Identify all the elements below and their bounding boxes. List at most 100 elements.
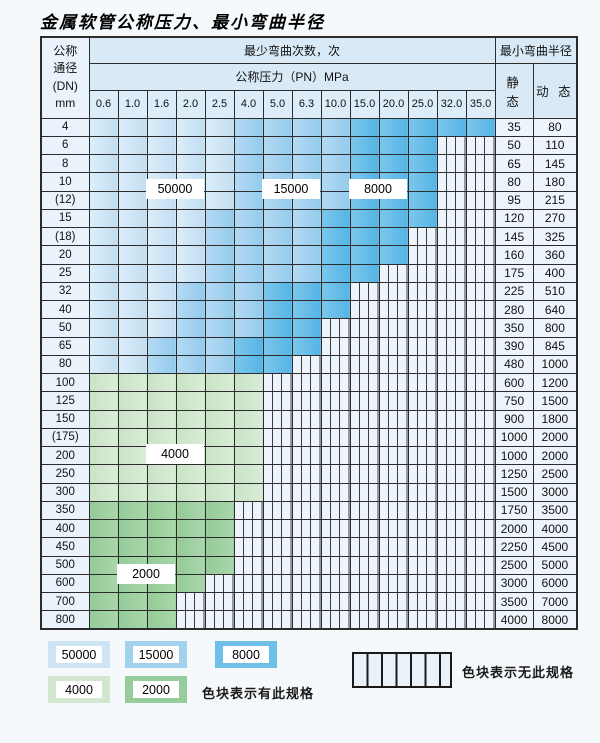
spec-cell	[146, 226, 177, 247]
spec-cell	[233, 263, 264, 283]
spec-cell	[349, 445, 380, 466]
static-radius-cell: 50	[494, 135, 534, 156]
spec-cell	[320, 591, 351, 612]
spec-cell	[146, 591, 177, 612]
zone-label-4000: 4000	[146, 444, 204, 464]
table-row: 65 390 845	[40, 336, 578, 356]
row-label: 100	[40, 372, 90, 393]
table-row: 8 65 145	[40, 153, 578, 174]
spec-cell	[117, 299, 148, 320]
legend-swatch-label: 4000	[56, 681, 102, 698]
pressure-col-header: 35.0	[465, 89, 496, 119]
dynamic-radius-cell: 640	[532, 299, 578, 320]
spec-cell	[378, 537, 409, 557]
spec-cell	[465, 190, 496, 210]
spec-cell	[291, 610, 322, 630]
spec-cell	[407, 263, 438, 283]
spec-cell	[233, 445, 264, 466]
spec-cell	[407, 172, 438, 192]
spec-cell	[378, 427, 409, 448]
spec-cell	[407, 281, 438, 302]
spec-cell	[88, 409, 119, 429]
spec-cell	[117, 190, 148, 210]
spec-cell	[88, 135, 119, 156]
spec-cell	[291, 281, 322, 302]
dynamic-radius-cell: 2000	[532, 427, 578, 448]
spec-cell	[320, 135, 351, 156]
spec-cell	[117, 318, 148, 338]
spec-cell	[88, 537, 119, 557]
spec-cell	[407, 573, 438, 594]
legend-swatch-15000: 15000	[125, 641, 187, 668]
spec-cell	[146, 464, 177, 484]
spec-cell	[465, 427, 496, 448]
dynamic-radius-cell: 7000	[532, 591, 578, 612]
row-label: 6	[40, 135, 90, 156]
spec-cell	[320, 610, 351, 630]
spec-cell	[291, 299, 322, 320]
spec-cell	[204, 245, 235, 265]
spec-cell	[88, 518, 119, 539]
spec-cell	[436, 610, 467, 630]
row-label: 40	[40, 299, 90, 320]
pressure-col-header: 25.0	[407, 89, 438, 119]
dn-header-line: 通径	[53, 61, 78, 76]
spec-cell	[146, 245, 177, 265]
row-label: 200	[40, 445, 90, 466]
spec-cell	[465, 445, 496, 466]
spec-cell	[291, 354, 322, 375]
spec-cell	[291, 537, 322, 557]
zone-label-50000: 50000	[146, 179, 204, 199]
spec-cell	[291, 555, 322, 575]
spec-cell	[262, 427, 293, 448]
spec-cell	[262, 263, 293, 283]
dn-header-line: 公称	[53, 43, 78, 58]
spec-cell	[88, 245, 119, 265]
legend-swatch-2000: 2000	[125, 676, 187, 703]
static-column-header: 静 态	[494, 62, 534, 119]
spec-cell	[233, 153, 264, 174]
spec-cell	[436, 263, 467, 283]
spec-cell	[320, 409, 351, 429]
dynamic-radius-cell: 215	[532, 190, 578, 210]
spec-cell	[436, 573, 467, 594]
spec-cell	[146, 135, 177, 156]
spec-cell	[262, 445, 293, 466]
dynamic-radius-cell: 3500	[532, 500, 578, 521]
spec-cell	[378, 135, 409, 156]
spec-cell	[204, 409, 235, 429]
spec-cell	[407, 610, 438, 630]
row-label: 65	[40, 336, 90, 356]
table-row: 32 225 510	[40, 281, 578, 302]
spec-cell	[233, 135, 264, 156]
spec-cell	[320, 391, 351, 411]
spec-cell	[204, 354, 235, 375]
spec-cell	[465, 537, 496, 557]
spec-cell	[262, 409, 293, 429]
spec-cell	[291, 372, 322, 393]
spec-cell	[378, 445, 409, 466]
spec-cell	[233, 245, 264, 265]
spec-cell	[407, 336, 438, 356]
spec-cell	[349, 391, 380, 411]
legend-swatch-50000: 50000	[48, 641, 110, 668]
spec-cell	[204, 427, 235, 448]
spec-cell	[436, 445, 467, 466]
spec-cell	[291, 464, 322, 484]
spec-cell	[262, 354, 293, 375]
spec-cell	[320, 464, 351, 484]
spec-cell	[146, 500, 177, 521]
spec-cell	[436, 318, 467, 338]
spec-cell	[88, 464, 119, 484]
spec-cell	[407, 391, 438, 411]
spec-cell	[233, 208, 264, 229]
spec-cell	[262, 391, 293, 411]
spec-cell	[88, 299, 119, 320]
spec-cell	[291, 336, 322, 356]
dynamic-radius-cell: 110	[532, 135, 578, 156]
spec-cell	[291, 482, 322, 502]
spec-cell	[349, 263, 380, 283]
spec-cell	[465, 281, 496, 302]
spec-cell	[407, 591, 438, 612]
row-label: 50	[40, 318, 90, 338]
